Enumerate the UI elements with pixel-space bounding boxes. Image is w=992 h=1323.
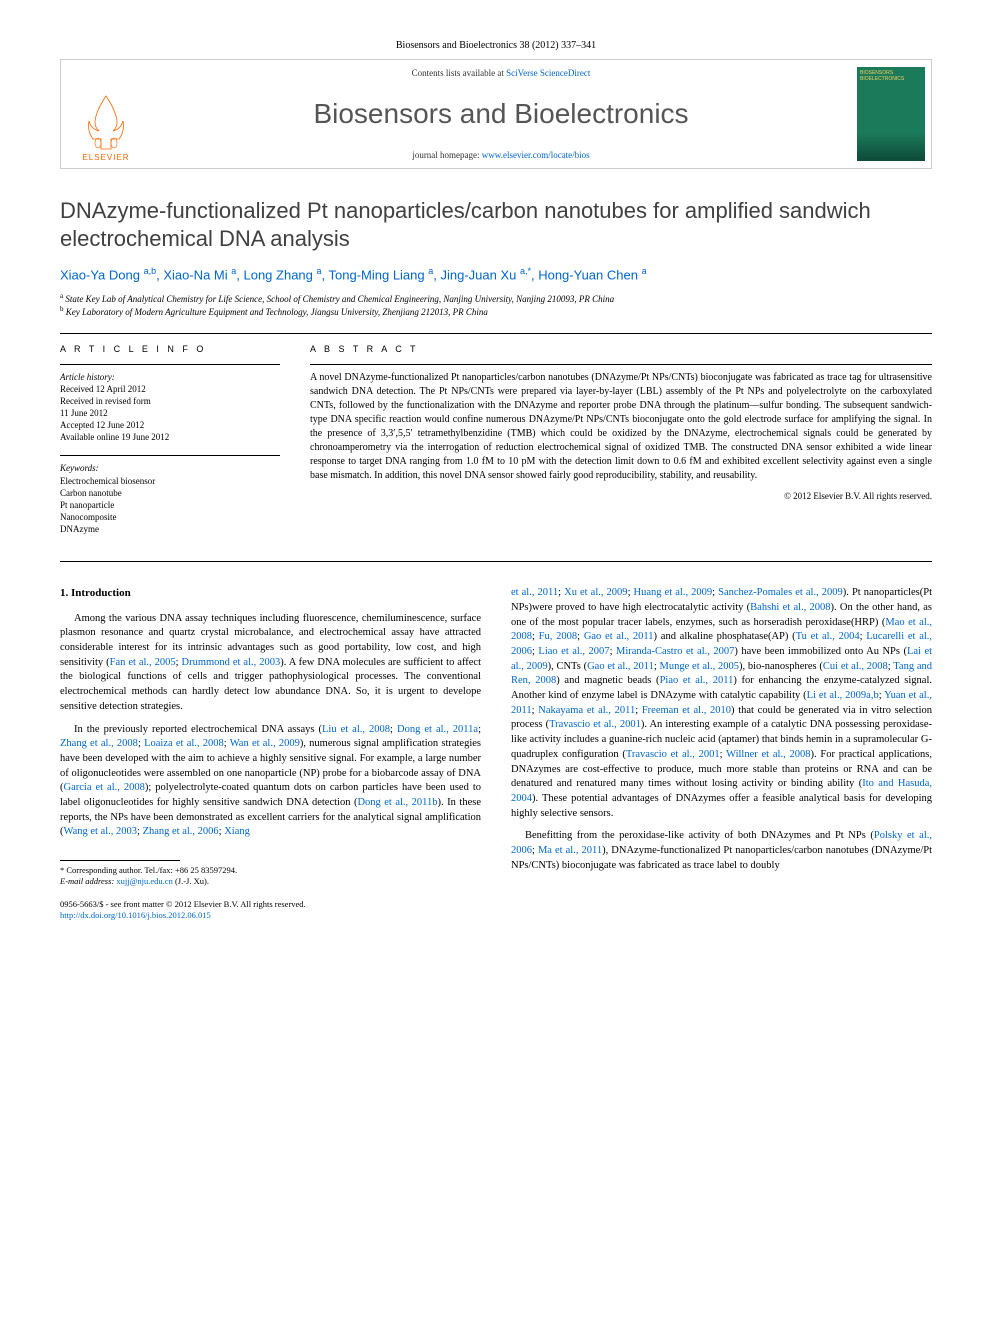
email-suffix: (J.-J. Xu). xyxy=(173,876,209,886)
citation-link[interactable]: Xiang xyxy=(224,826,250,837)
corr-email-link[interactable]: xujj@nju.edu.cn xyxy=(116,876,172,886)
citation-link[interactable]: Zhang et al., 2006 xyxy=(143,826,219,837)
journal-masthead: ELSEVIER Contents lists available at Sci… xyxy=(60,59,932,169)
citation-link[interactable]: Gao et al., 2011 xyxy=(587,661,654,672)
body-paragraph: In the previously reported electrochemic… xyxy=(60,723,481,841)
journal-homepage-link[interactable]: www.elsevier.com/locate/bios xyxy=(482,150,590,160)
citation-link[interactable]: Liao et al., 2007 xyxy=(538,646,609,657)
citation-header: Biosensors and Bioelectronics 38 (2012) … xyxy=(60,40,932,51)
journal-cover-thumb[interactable]: BIOSENSORS BIOELECTRONICS xyxy=(857,67,925,161)
elsevier-wordmark: ELSEVIER xyxy=(82,153,129,162)
history-line: Accepted 12 June 2012 xyxy=(60,419,280,431)
keyword-line: Nanocomposite xyxy=(60,511,280,523)
citation-link[interactable]: Fan et al., 2005 xyxy=(110,657,176,668)
corresponding-author-footnote: * Corresponding author. Tel./fax: +86 25… xyxy=(60,865,481,887)
citation-link[interactable]: Piao et al., 2011 xyxy=(660,675,734,686)
publisher-logo-cell: ELSEVIER xyxy=(61,60,151,168)
citation-link[interactable]: Miranda-Castro et al., 2007 xyxy=(616,646,734,657)
citation-link[interactable]: Fu, 2008 xyxy=(539,631,577,642)
abstract-copyright: © 2012 Elsevier B.V. All rights reserved… xyxy=(310,491,932,501)
body-paragraph: et al., 2011; Xu et al., 2009; Huang et … xyxy=(511,586,932,821)
body-two-column: 1. Introduction Among the various DNA as… xyxy=(60,586,932,921)
affiliations: a State Key Lab of Analytical Chemistry … xyxy=(60,292,932,318)
contents-prefix: Contents lists available at xyxy=(412,68,506,78)
citation-link[interactable]: Garcia et al., 2008 xyxy=(64,782,145,793)
citation-link[interactable]: et al., 2011 xyxy=(511,587,558,598)
affiliation-line: b Key Laboratory of Modern Agriculture E… xyxy=(60,305,932,318)
abstract-text: A novel DNAzyme-functionalized Pt nanopa… xyxy=(310,364,932,483)
divider-bottom xyxy=(60,561,932,562)
affiliation-line: a State Key Lab of Analytical Chemistry … xyxy=(60,292,932,305)
homepage-prefix: journal homepage: xyxy=(412,150,481,160)
history-line: Received 12 April 2012 xyxy=(60,383,280,395)
keyword-line: DNAzyme xyxy=(60,523,280,535)
footnote-divider xyxy=(60,860,180,861)
masthead-center: Contents lists available at SciVerse Sci… xyxy=(151,60,851,168)
citation-link[interactable]: Munge et al., 2005 xyxy=(660,661,739,672)
citation-link[interactable]: Li et al., 2009a,b xyxy=(807,690,879,701)
citation-link[interactable]: Freeman et al., 2010 xyxy=(642,705,731,716)
article-history-block: Article history: Received 12 April 2012R… xyxy=(60,364,280,444)
body-column-left: 1. Introduction Among the various DNA as… xyxy=(60,586,481,921)
citation-link[interactable]: Huang et al., 2009 xyxy=(634,587,713,598)
section-heading-introduction: 1. Introduction xyxy=(60,586,481,601)
keywords-block: Keywords: Electrochemical biosensorCarbo… xyxy=(60,455,280,535)
history-line: Received in revised form xyxy=(60,395,280,407)
citation-link[interactable]: Wan et al., 2009 xyxy=(230,738,300,749)
citation-link[interactable]: Dong et al., 2011a xyxy=(397,724,478,735)
abstract-label: A B S T R A C T xyxy=(310,344,932,354)
body-column-right: et al., 2011; Xu et al., 2009; Huang et … xyxy=(511,586,932,921)
doi-link[interactable]: http://dx.doi.org/10.1016/j.bios.2012.06… xyxy=(60,910,211,920)
body-paragraph: Benefitting from the peroxidase-like act… xyxy=(511,829,932,873)
citation-link[interactable]: Cui et al., 2008 xyxy=(823,661,888,672)
abstract-column: A B S T R A C T A novel DNAzyme-function… xyxy=(310,344,932,548)
citation-link[interactable]: Nakayama et al., 2011 xyxy=(538,705,635,716)
citation-link[interactable]: Ma et al., 2011 xyxy=(538,845,602,856)
corr-phone: +86 25 83597294. xyxy=(175,865,237,875)
divider-top xyxy=(60,333,932,334)
citation-link[interactable]: Liu et al., 2008 xyxy=(322,724,390,735)
citation-link[interactable]: Bahshi et al., 2008 xyxy=(750,602,830,613)
footer-meta: 0956-5663/$ - see front matter © 2012 El… xyxy=(60,899,481,921)
citation-link[interactable]: Willner et al., 2008 xyxy=(726,749,810,760)
article-history-title: Article history: xyxy=(60,371,280,383)
issn-line: 0956-5663/$ - see front matter © 2012 El… xyxy=(60,899,481,910)
citation-link[interactable]: Xu et al., 2009 xyxy=(564,587,627,598)
keywords-title: Keywords: xyxy=(60,462,280,474)
citation-link[interactable]: Travascio et al., 2001 xyxy=(626,749,720,760)
citation-link[interactable]: Travascio et al., 2001 xyxy=(549,719,641,730)
citation-link[interactable]: Zhang et al., 2008 xyxy=(60,738,138,749)
citation-link[interactable]: Ito and Hasuda, 2004 xyxy=(511,778,932,804)
body-paragraph: Among the various DNA assay techniques i… xyxy=(60,612,481,715)
keyword-line: Pt nanoparticle xyxy=(60,499,280,511)
cover-thumb-title: BIOSENSORS BIOELECTRONICS xyxy=(860,71,922,82)
author-list: Xiao-Ya Dong a,b, Xiao-Na Mi a, Long Zha… xyxy=(60,266,932,282)
citation-link[interactable]: Gao et al., 2011 xyxy=(584,631,654,642)
history-line: 11 June 2012 xyxy=(60,407,280,419)
keyword-line: Electrochemical biosensor xyxy=(60,475,280,487)
cover-thumb-cell: BIOSENSORS BIOELECTRONICS xyxy=(851,60,931,168)
article-title: DNAzyme-functionalized Pt nanoparticles/… xyxy=(60,197,932,252)
contents-lists-line: Contents lists available at SciVerse Sci… xyxy=(412,68,591,78)
sciencedirect-link[interactable]: SciVerse ScienceDirect xyxy=(506,68,590,78)
keyword-line: Carbon nanotube xyxy=(60,487,280,499)
corr-label: * Corresponding author. Tel./fax: xyxy=(60,865,175,875)
history-line: Available online 19 June 2012 xyxy=(60,431,280,443)
citation-link[interactable]: Sanchez-Pomales et al., 2009 xyxy=(718,587,843,598)
citation-link[interactable]: Wang et al., 2003 xyxy=(64,826,138,837)
journal-name: Biosensors and Bioelectronics xyxy=(313,98,688,130)
citation-link[interactable]: Dong et al., 2011b xyxy=(357,797,437,808)
email-label: E-mail address: xyxy=(60,876,116,886)
citation-link[interactable]: Drummond et al., 2003 xyxy=(182,657,281,668)
article-info-column: A R T I C L E I N F O Article history: R… xyxy=(60,344,280,548)
journal-homepage-line: journal homepage: www.elsevier.com/locat… xyxy=(412,150,589,160)
elsevier-tree-icon xyxy=(81,91,131,151)
elsevier-logo[interactable]: ELSEVIER xyxy=(71,72,141,162)
citation-link[interactable]: Loaiza et al., 2008 xyxy=(144,738,224,749)
citation-link[interactable]: Tu et al., 2004 xyxy=(796,631,860,642)
article-info-label: A R T I C L E I N F O xyxy=(60,344,280,354)
